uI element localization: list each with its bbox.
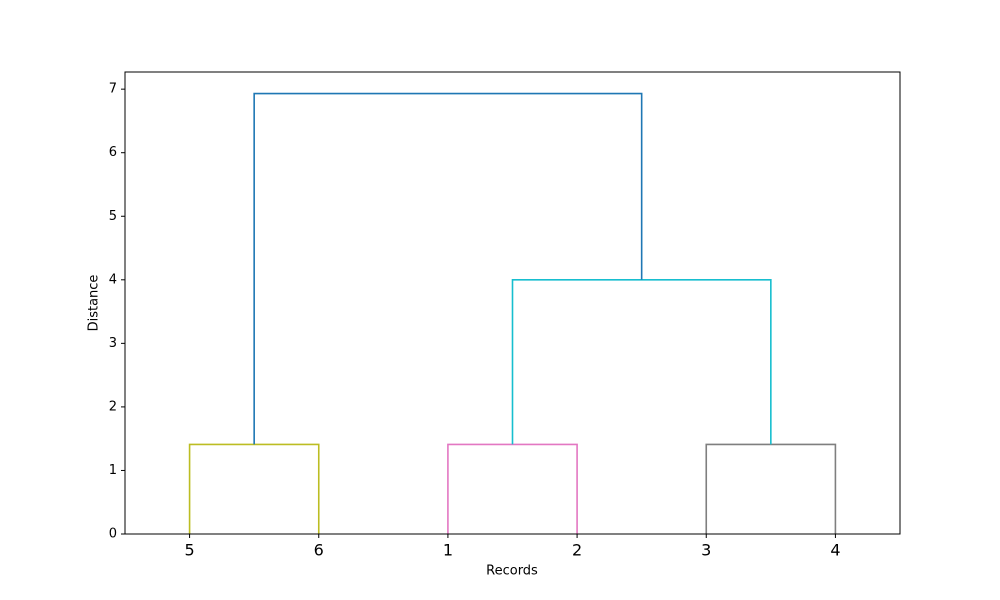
x-tick-label: 5	[184, 541, 194, 560]
dendrogram-link	[511, 279, 772, 445]
y-tick-label: 3	[109, 336, 117, 351]
x-tick-label: 2	[572, 541, 582, 560]
x-axis-label: Records	[486, 564, 538, 579]
dendrogram-link	[253, 92, 643, 445]
x-tick-label: 6	[314, 541, 324, 560]
x-tick-label: 4	[830, 541, 840, 560]
y-tick-label: 7	[109, 82, 117, 97]
y-tick-label: 6	[109, 145, 117, 160]
y-axis-label: Distance	[87, 275, 102, 332]
y-tick-label: 2	[109, 399, 117, 414]
y-tick-label: 5	[109, 209, 117, 224]
x-tick-label: 1	[443, 541, 453, 560]
plot-frame	[124, 71, 901, 535]
y-tick-label: 0	[109, 527, 117, 542]
y-tick-label: 4	[109, 272, 117, 287]
y-tick-label: 1	[109, 463, 117, 478]
x-tick-label: 3	[701, 541, 711, 560]
